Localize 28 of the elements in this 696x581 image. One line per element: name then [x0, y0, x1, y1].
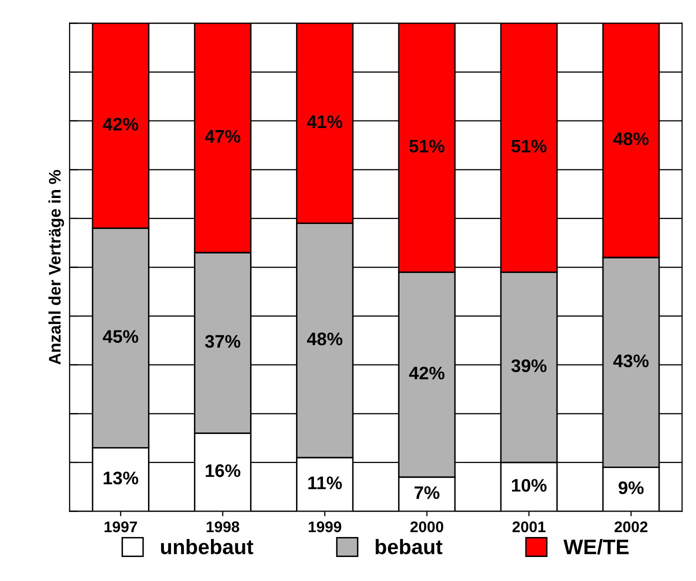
data-label: 39%	[511, 359, 547, 372]
x-tick-label: 2000	[410, 521, 444, 532]
data-label: 11%	[308, 476, 342, 490]
x-tick-label: 1997	[104, 521, 137, 532]
data-label: 37%	[205, 334, 240, 348]
data-label: 45%	[102, 330, 138, 343]
data-label: 16%	[206, 464, 240, 478]
data-label: 41%	[307, 115, 342, 128]
x-tick-label: 2002	[614, 521, 648, 532]
legend-label: bebaut	[376, 538, 442, 554]
data-label: 47%	[204, 130, 240, 143]
data-label: 13%	[104, 472, 138, 484]
data-label: 42%	[409, 366, 444, 380]
data-label: 48%	[307, 332, 342, 346]
data-label: 51%	[511, 140, 547, 153]
data-label: 42%	[102, 118, 138, 131]
data-label: 48%	[613, 132, 649, 146]
data-label: 43%	[613, 354, 649, 368]
x-tick-label: 2001	[512, 521, 546, 532]
data-label: 51%	[409, 140, 444, 153]
y-axis-title: Anzahl der Verträge in %	[48, 170, 64, 365]
data-label: 7%	[414, 486, 440, 500]
x-tick-label: 1998	[206, 521, 240, 532]
x-tick-label: 1999	[308, 521, 342, 532]
legend-label: unbebaut	[161, 538, 254, 554]
legend-label: WE/TE	[563, 538, 629, 555]
data-label: 9%	[618, 481, 644, 494]
data-label: 10%	[512, 478, 547, 492]
